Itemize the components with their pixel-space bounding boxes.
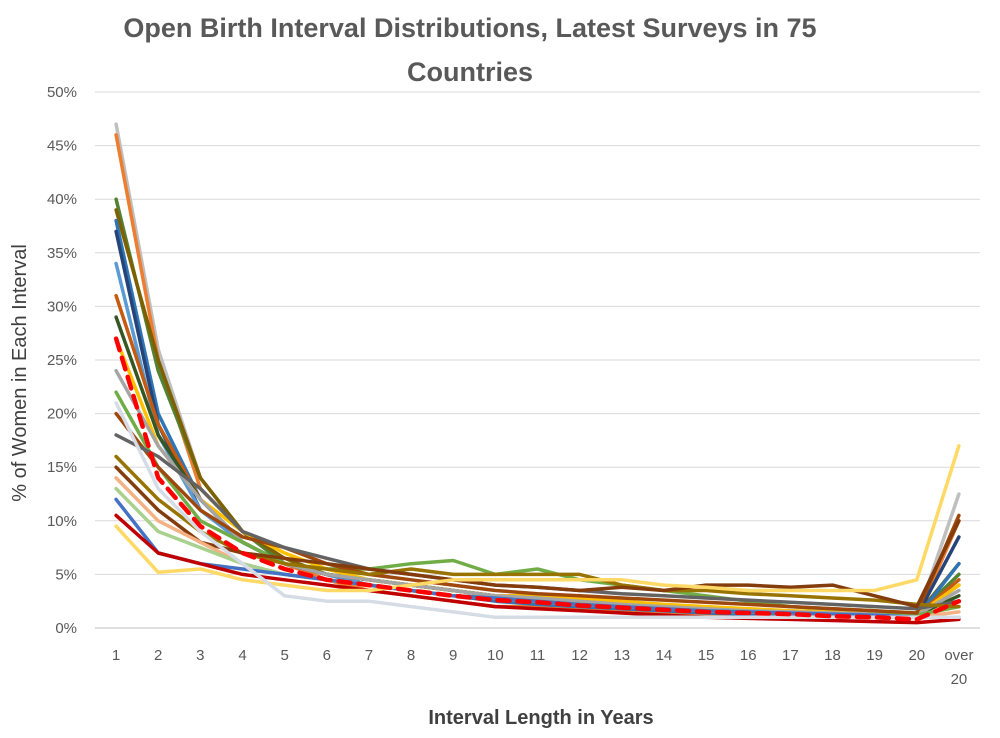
- x-tick-label: 1: [112, 647, 120, 664]
- average-series-line: [113, 336, 962, 622]
- x-tick-label: 7: [365, 647, 373, 664]
- x-axis-ticks: 1 2 3 4 5 6 7 8 9 10 11 12 13 14 15 16 17 18 19 20 over 20: [112, 647, 974, 688]
- x-tick-label: 20: [908, 647, 925, 664]
- series-line: [114, 218, 961, 620]
- series-line: [114, 390, 961, 617]
- x-tick-label: 8: [407, 647, 415, 664]
- y-tick-label: 10%: [47, 513, 77, 530]
- y-tick-label: 50%: [47, 84, 77, 101]
- series-line: [114, 465, 961, 609]
- series-lines: [113, 122, 962, 625]
- y-tick-label: 30%: [47, 298, 77, 315]
- series-line: [114, 229, 961, 618]
- x-tick-label: 4: [238, 647, 246, 664]
- x-tick-label: 17: [782, 647, 799, 664]
- x-tick-label: 12: [571, 647, 588, 664]
- x-tick-label: 10: [487, 647, 504, 664]
- x-tick-label: 18: [824, 647, 841, 664]
- y-tick-label: 25%: [47, 352, 77, 369]
- y-axis-ticks: 0% 5% 10% 15% 20% 25% 30% 35% 40% 45% 50%: [47, 84, 77, 637]
- y-tick-label: 35%: [47, 245, 77, 262]
- x-tick-label: 13: [613, 647, 630, 664]
- series-line: [114, 411, 961, 615]
- y-tick-label: 20%: [47, 406, 77, 423]
- y-axis-title: % of Women in Each Interval: [9, 244, 31, 502]
- x-tick-label: 11: [530, 647, 546, 664]
- chart-title: Open Birth Interval Distributions, Lates…: [123, 13, 817, 87]
- y-tick-label: 15%: [47, 459, 77, 476]
- x-tick-label: 6: [323, 647, 331, 664]
- x-tick-label: 16: [740, 647, 757, 664]
- y-tick-label: 45%: [47, 138, 77, 155]
- y-tick-label: 40%: [47, 191, 77, 208]
- x-tick-label: 15: [698, 647, 715, 664]
- x-tick-label: 14: [656, 647, 673, 664]
- series-line: [114, 444, 961, 593]
- x-tick-label: 19: [866, 647, 883, 664]
- x-tick-label: 2: [154, 647, 162, 664]
- y-tick-label: 5%: [55, 566, 77, 583]
- x-axis-title: Interval Length in Years: [428, 707, 653, 729]
- x-tick-label: 5: [280, 647, 288, 664]
- series-line: [114, 293, 961, 617]
- x-tick-label: over 20: [944, 647, 973, 688]
- series-line: [114, 454, 961, 609]
- series-line: [114, 133, 961, 620]
- x-tick-label: 9: [449, 647, 457, 664]
- x-tick-label: 3: [196, 647, 204, 664]
- y-tick-label: 0%: [55, 620, 77, 637]
- series-line: [114, 433, 961, 611]
- grid-lines: [95, 91, 980, 629]
